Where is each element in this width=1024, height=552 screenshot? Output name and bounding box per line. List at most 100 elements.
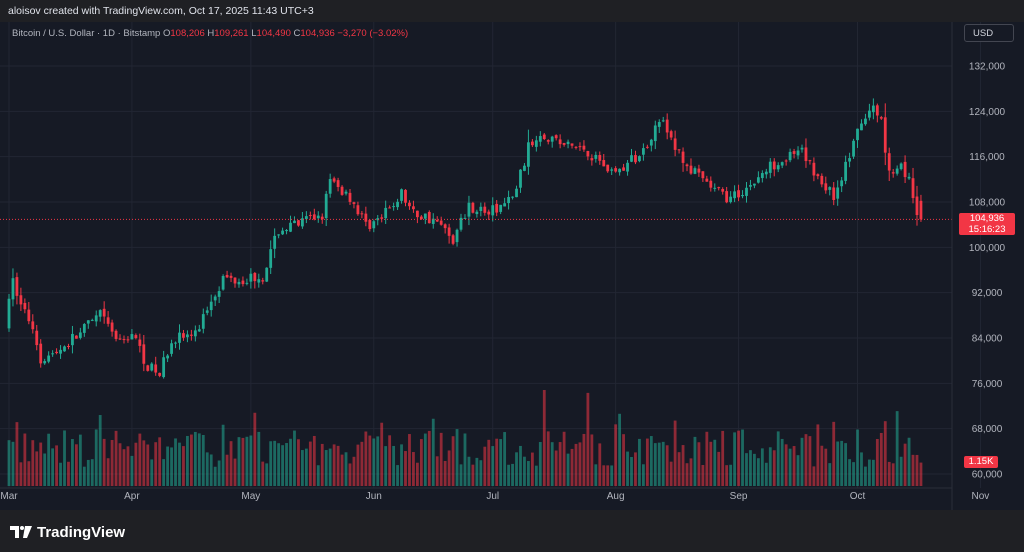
volume-bar: [213, 466, 217, 486]
volume-bar: [534, 465, 538, 486]
price-axis[interactable]: 60,000 68,000 76,000 84,000 92,000 100,000 108…: [951, 22, 1006, 510]
volume-bar: [606, 465, 610, 486]
volume-bar: [372, 438, 376, 486]
volume-bar: [649, 436, 653, 486]
volume-bar: [364, 431, 368, 486]
volume-bar: [848, 459, 851, 486]
candle-body: [911, 178, 915, 199]
volume-bar: [392, 445, 396, 486]
volume-bar: [808, 436, 812, 486]
candle-body: [788, 151, 792, 161]
chart-frame[interactable]: [0, 22, 1024, 511]
volume-bar: [733, 432, 736, 486]
candle-body: [312, 214, 316, 220]
candle-body: [201, 314, 205, 329]
volume-bar: [507, 464, 510, 486]
candle-body: [554, 135, 558, 139]
volume-bar: [554, 450, 558, 486]
candle-body: [741, 195, 744, 197]
volume-bar: [768, 447, 772, 486]
time-tick-label: Aug: [607, 491, 625, 502]
time-tick-label: May: [241, 491, 260, 502]
volume-bar: [673, 420, 677, 486]
volume-badge: 1.15K: [964, 456, 998, 468]
volume-bar: [158, 437, 162, 486]
price-chart[interactable]: 60,000 68,000 76,000 84,000 92,000 100,000 108…: [0, 22, 1024, 510]
volume-bar: [423, 433, 427, 486]
volume-bar: [55, 445, 58, 486]
candle-body: [459, 217, 463, 230]
candle-body: [558, 139, 562, 145]
volume-bar: [586, 392, 590, 486]
candle-body: [812, 162, 816, 176]
last-price-badge: 104,936 15:16:23: [959, 213, 1015, 235]
tradingview-logo[interactable]: TradingView: [10, 522, 125, 542]
tradingview-icon: [10, 526, 32, 538]
low-value: 104,490: [256, 28, 291, 39]
candle-body: [566, 141, 570, 145]
candle-body: [483, 206, 487, 213]
volume-bar: [277, 443, 281, 486]
volume-bar: [122, 449, 126, 486]
volume-bar: [741, 429, 744, 486]
volume-bar: [891, 463, 895, 486]
candle-body: [626, 162, 629, 172]
candle-body: [907, 176, 911, 179]
volume-bar: [419, 439, 423, 486]
volume-bar: [78, 434, 82, 486]
volume-bar: [301, 450, 304, 486]
candle-body: [15, 277, 19, 296]
candle-body: [503, 203, 507, 207]
candle-body: [669, 131, 673, 138]
volume-bar: [142, 440, 146, 486]
candle-body: [225, 274, 229, 278]
candle-body: [328, 179, 332, 194]
candle-body: [891, 172, 895, 174]
candle-body: [94, 315, 98, 322]
candle-body: [602, 160, 606, 167]
volume-bar: [630, 457, 633, 486]
candle-body: [709, 180, 713, 188]
candle-body: [193, 330, 197, 337]
candle-body: [479, 206, 483, 211]
volume-bar: [653, 443, 657, 486]
volume-bar: [864, 466, 867, 486]
volume-bar: [182, 446, 185, 486]
volume-bar: [796, 455, 800, 486]
volume-bar: [828, 463, 832, 486]
time-axis[interactable]: Mar Apr May Jun Jul Aug Sep Oct Nov: [0, 487, 989, 502]
candle-body: [796, 150, 800, 156]
candle-body: [661, 120, 665, 122]
candlesticks: [7, 98, 923, 379]
volume-bar: [352, 456, 356, 486]
candle-body: [23, 302, 27, 310]
volume-bar: [681, 445, 685, 486]
candle-body: [59, 349, 62, 354]
volume-bar: [19, 462, 23, 486]
candle-body: [289, 222, 292, 232]
candle-body: [419, 216, 423, 220]
volume-bar: [566, 453, 570, 486]
volume-bar: [800, 437, 804, 486]
volume-bar: [626, 451, 629, 486]
time-tick-label: Jul: [486, 491, 499, 502]
candle-body: [285, 230, 288, 232]
volume-bar: [388, 435, 392, 486]
candle-body: [241, 280, 245, 285]
currency-button[interactable]: USD: [964, 24, 1014, 42]
volume-bar: [51, 448, 55, 486]
candle-body: [638, 156, 641, 162]
volume-bar: [693, 436, 697, 486]
volume-bar: [130, 455, 134, 486]
volume-bar: [764, 462, 768, 486]
candle-body: [451, 235, 455, 244]
volume-bar: [622, 434, 625, 486]
candle-body: [392, 206, 396, 208]
volume-bar: [304, 448, 308, 486]
candle-body: [348, 192, 352, 202]
candle-body: [154, 364, 158, 373]
volume-bar: [269, 441, 273, 486]
volume-bar: [404, 451, 407, 486]
volume-bar: [645, 438, 649, 486]
low-label: L: [251, 28, 257, 39]
